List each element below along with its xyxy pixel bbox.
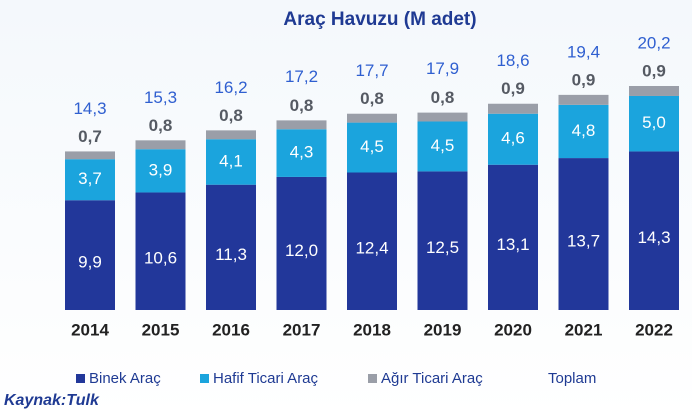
bar-segment <box>65 159 115 201</box>
bar-segment <box>417 121 468 172</box>
bar-segment <box>347 113 397 123</box>
value-label: 0,9 <box>572 70 596 89</box>
total-label: 14,3 <box>73 99 106 118</box>
legend-swatch <box>76 374 85 383</box>
value-label: 4,5 <box>360 137 384 156</box>
value-label: 3,9 <box>149 160 173 179</box>
value-label: 4,1 <box>219 151 243 170</box>
bar-segment <box>347 172 397 310</box>
bar-segment <box>558 104 609 159</box>
source: Kaynak:Tulk <box>4 392 100 409</box>
total-label: 16,2 <box>214 78 247 97</box>
value-label: 0,9 <box>501 79 525 98</box>
value-label: 13,1 <box>496 235 529 254</box>
value-label: 0,8 <box>290 96 314 115</box>
bar-segment <box>488 113 538 165</box>
bar-segment <box>417 112 468 122</box>
value-label: 0,9 <box>642 61 666 80</box>
x-tick-label: 2021 <box>565 320 603 339</box>
bar-segment <box>417 171 468 310</box>
value-label: 12,4 <box>355 239 388 258</box>
total-label: 19,4 <box>567 42 600 61</box>
x-tick-label: 2022 <box>635 320 673 339</box>
chart-title: Araç Havuzu (M adet) <box>283 9 476 30</box>
value-label: 5,0 <box>642 113 666 132</box>
value-label: 4,6 <box>501 129 525 148</box>
value-label: 0,7 <box>78 127 102 146</box>
value-label: 11,3 <box>215 245 247 264</box>
legend-label: Binek Araç <box>89 370 161 387</box>
value-label: 4,3 <box>290 143 314 162</box>
x-tick-label: 2018 <box>353 320 391 339</box>
bar-segment <box>65 200 115 310</box>
value-label: 10,6 <box>144 249 177 268</box>
x-tick-label: 2016 <box>212 320 250 339</box>
value-label: 12,5 <box>426 238 459 257</box>
value-label: 3,7 <box>78 169 102 188</box>
value-label: 12,0 <box>285 241 318 260</box>
value-label: 0,8 <box>149 116 173 135</box>
bar-segment <box>276 120 327 130</box>
legend-swatch <box>200 374 209 383</box>
bar-segment <box>276 176 327 310</box>
bar-segment <box>135 140 186 150</box>
bar-segment <box>276 129 327 177</box>
bar-segment <box>488 103 538 114</box>
bar-segment <box>135 192 186 310</box>
bar-segment <box>558 158 609 310</box>
bar-segment <box>558 94 609 105</box>
bar-segment <box>488 164 538 310</box>
value-label: 13,7 <box>567 232 600 251</box>
bar-segment <box>206 139 256 185</box>
value-label: 9,9 <box>78 253 102 272</box>
value-label: 0,8 <box>360 89 384 108</box>
x-tick-label: 2020 <box>494 320 532 339</box>
value-label: 0,8 <box>219 106 243 125</box>
x-tick-label: 2015 <box>142 320 180 339</box>
bar-segment <box>629 151 679 310</box>
bar-segment <box>135 149 186 193</box>
value-label: 0,8 <box>431 88 455 107</box>
bar-segment <box>206 184 256 310</box>
bar-segment <box>65 151 115 160</box>
legend-swatch <box>368 374 377 383</box>
total-label: 20,2 <box>637 33 670 52</box>
total-label: 17,7 <box>355 61 388 80</box>
legend-label: Toplam <box>548 370 596 387</box>
total-label: 15,3 <box>144 88 177 107</box>
bar-segment <box>629 95 679 152</box>
total-label: 17,9 <box>426 59 459 78</box>
x-tick-label: 2019 <box>424 320 462 339</box>
bar-segment <box>347 122 397 173</box>
legend-label: Hafif Ticari Araç <box>213 370 319 387</box>
value-label: 14,3 <box>637 228 670 247</box>
value-label: 4,5 <box>431 136 455 155</box>
x-tick-label: 2014 <box>71 320 109 339</box>
value-label: 4,8 <box>572 121 596 140</box>
bar-segment <box>206 130 256 140</box>
total-label: 18,6 <box>496 51 529 70</box>
x-tick-label: 2017 <box>283 320 321 339</box>
total-label: 17,2 <box>285 67 318 86</box>
bar-segment <box>629 86 679 96</box>
legend-label: Ağır Ticari Araç <box>381 370 483 387</box>
